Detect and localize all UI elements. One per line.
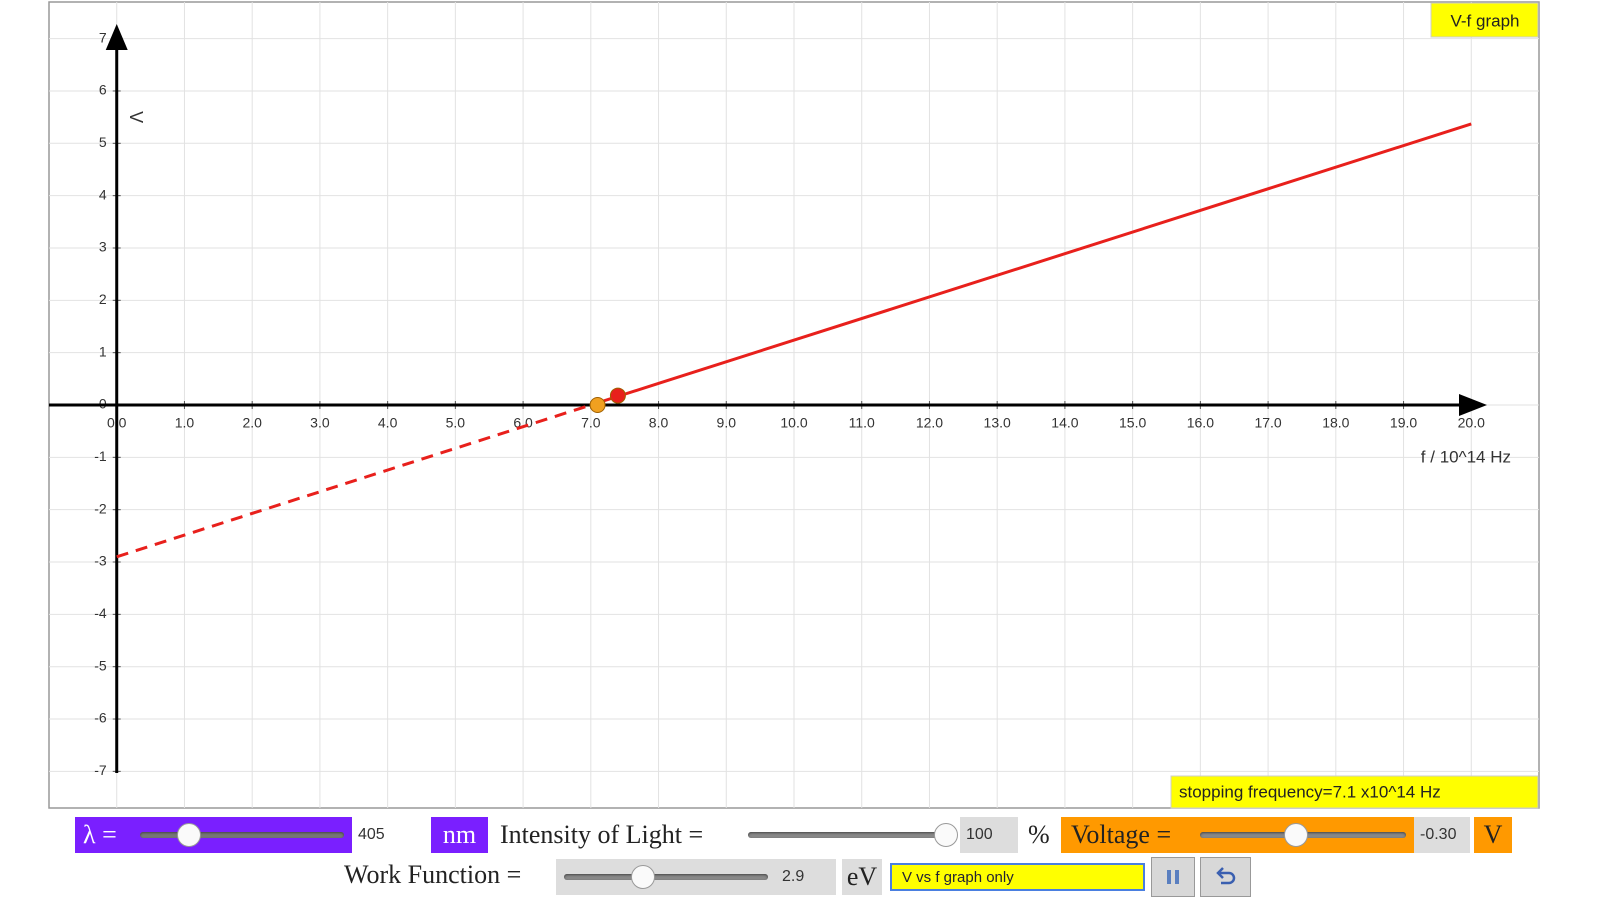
v-f-line: [116, 403, 592, 559]
x-tick-label: 11.0: [849, 415, 875, 431]
pause-button[interactable]: [1151, 857, 1195, 897]
y-axis-label: V: [126, 111, 146, 123]
intensity-slider[interactable]: [740, 817, 960, 853]
x-tick-label: 1.0: [175, 415, 195, 431]
x-tick-label: 2.0: [242, 415, 262, 431]
wavelength-unit: nm: [431, 817, 488, 853]
x-tick-label: 16.0: [1187, 415, 1214, 431]
y-tick-label: -2: [94, 500, 107, 516]
x-tick-label: 5.0: [446, 415, 466, 431]
y-tick-label: 3: [99, 239, 107, 255]
voltage-slider[interactable]: [1192, 817, 1414, 853]
reset-icon: [1215, 867, 1235, 885]
y-tick-label: 2: [99, 291, 107, 307]
y-tick-label: 4: [99, 186, 107, 202]
x-tick-label: 3.0: [310, 415, 330, 431]
wavelength-input[interactable]: 405: [352, 817, 428, 853]
intensity-label: Intensity of Light =: [500, 820, 704, 849]
x-tick-label: 8.0: [649, 415, 669, 431]
y-tick-label: 7: [99, 29, 107, 45]
x-tick-label: 4.0: [378, 415, 398, 431]
data-point: [589, 397, 606, 413]
x-tick-label: 13.0: [984, 415, 1011, 431]
y-tick-label: 6: [99, 82, 107, 98]
x-tick-label: 10.0: [780, 415, 807, 431]
x-tick-label: 9.0: [717, 415, 737, 431]
x-tick-label: 17.0: [1254, 415, 1281, 431]
x-axis-label: f / 10^14 Hz: [1421, 447, 1511, 466]
wavelength-slider[interactable]: [132, 817, 352, 853]
v-f-line: [590, 122, 1472, 407]
work-function-label: Work Function =: [344, 860, 522, 889]
y-tick-label: 1: [99, 343, 107, 359]
x-tick-label: 6.0: [513, 415, 533, 431]
x-tick-label: 7.0: [581, 415, 601, 431]
x-tick-label: 14.0: [1051, 415, 1078, 431]
badge-box: [1430, 2, 1539, 38]
x-tick-label: 19.0: [1390, 415, 1417, 431]
work-function-input[interactable]: 2.9: [776, 859, 836, 895]
pause-icon: [1167, 870, 1179, 884]
status-text: stopping frequency=7.1 x10^14 Hz: [1179, 782, 1441, 801]
x-tick-label: 15.0: [1119, 415, 1146, 431]
y-tick-label: 5: [99, 134, 107, 150]
y-axis-arrow: [105, 24, 128, 50]
wavelength-label: λ =: [75, 817, 132, 853]
voltage-unit: V: [1474, 817, 1512, 853]
work-function-unit: eV: [842, 859, 882, 895]
x-tick-label: 18.0: [1322, 415, 1349, 431]
intensity-input[interactable]: 100: [960, 817, 1018, 853]
data-point: [609, 387, 626, 404]
voltage-label: Voltage =: [1061, 817, 1192, 853]
voltage-input[interactable]: -0.30: [1414, 817, 1470, 853]
y-tick-label: -7: [94, 762, 107, 778]
intensity-unit: %: [1028, 820, 1050, 849]
status-box: [1170, 775, 1539, 809]
y-tick-label: -6: [94, 710, 107, 726]
work-function-slider[interactable]: [556, 859, 776, 895]
x-tick-label: 12.0: [916, 415, 943, 431]
reset-button[interactable]: [1200, 857, 1251, 897]
mode-select[interactable]: V vs f graph only: [890, 863, 1145, 891]
y-tick-label: -3: [94, 553, 107, 569]
y-tick-label: -4: [94, 605, 107, 621]
y-tick-label: -1: [94, 448, 107, 464]
y-tick-label: -5: [94, 657, 107, 673]
badge-text: V-f graph: [1451, 11, 1520, 30]
x-tick-label: 20.0: [1458, 415, 1485, 431]
x-axis-arrow: [1459, 394, 1487, 416]
